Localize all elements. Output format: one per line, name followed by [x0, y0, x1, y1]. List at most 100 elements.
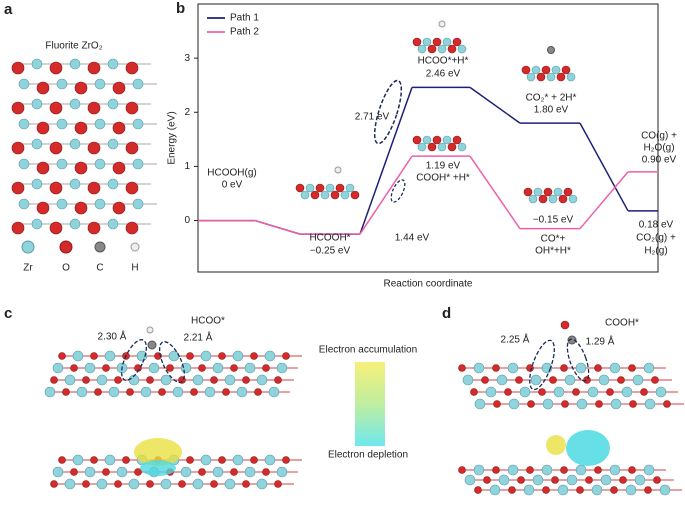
- atom: [94, 118, 106, 130]
- atom: [56, 198, 68, 210]
- atom: [634, 474, 646, 486]
- atom: [112, 161, 126, 175]
- atom: [498, 474, 510, 486]
- atom: [74, 161, 88, 175]
- atom: [190, 388, 198, 396]
- atom: [587, 386, 599, 398]
- crystal-structure: [11, 58, 157, 235]
- charge-density: [546, 435, 566, 455]
- atom: [427, 142, 437, 152]
- plot-frame: [197, 3, 659, 273]
- atom: [575, 362, 587, 374]
- atom: [276, 362, 288, 374]
- atom: [330, 190, 340, 200]
- atom: [11, 181, 25, 195]
- atom: [82, 480, 90, 488]
- atom: [609, 464, 621, 476]
- atom: [556, 72, 566, 82]
- value-label: 0.18 eV: [639, 220, 674, 231]
- atom: [69, 98, 81, 110]
- atom: [412, 37, 422, 47]
- atom: [504, 388, 512, 396]
- atom: [90, 456, 98, 464]
- atom: [583, 376, 591, 384]
- atom: [553, 187, 563, 197]
- atom: [94, 388, 102, 396]
- barrier-ellipse: [373, 79, 403, 145]
- connector: [579, 171, 629, 230]
- atom: [134, 468, 142, 476]
- atom: [549, 376, 557, 384]
- atom: [49, 221, 63, 235]
- atom: [640, 388, 648, 396]
- atom: [224, 478, 236, 490]
- atom: [244, 362, 256, 374]
- atom: [36, 161, 50, 175]
- atom: [547, 46, 555, 54]
- atom: [56, 78, 68, 90]
- charge-density: [140, 460, 176, 476]
- atom: [84, 466, 96, 478]
- atom: [90, 352, 98, 360]
- atom: [112, 201, 126, 215]
- atom: [50, 480, 58, 488]
- atom: [458, 364, 466, 372]
- atom: [538, 388, 546, 396]
- atom: [264, 350, 276, 362]
- atom: [49, 141, 63, 155]
- atom: [442, 37, 452, 47]
- atom: [432, 135, 442, 145]
- atom: [212, 362, 224, 374]
- atom: [558, 194, 568, 204]
- atom: [632, 374, 644, 386]
- atom: [598, 374, 610, 386]
- atom: [566, 474, 578, 486]
- atom: [186, 352, 194, 360]
- legend-label: Zr: [23, 263, 33, 274]
- atom: [568, 194, 578, 204]
- atom: [200, 454, 212, 466]
- atom: [485, 386, 497, 398]
- atom: [18, 78, 30, 90]
- atom: [320, 190, 330, 200]
- atom: [58, 352, 66, 360]
- atom: [11, 141, 25, 155]
- atom: [31, 178, 43, 190]
- atom: [417, 44, 427, 54]
- distance-ellipse: [158, 341, 186, 383]
- colorbar-label: Electron accumulation: [319, 345, 417, 356]
- atom: [102, 468, 110, 476]
- atom: [628, 364, 636, 372]
- legend-label: H: [131, 263, 138, 274]
- atom: [31, 218, 43, 230]
- atom: [31, 138, 43, 150]
- atom: [232, 454, 244, 466]
- panel-title: COOH*: [605, 318, 639, 329]
- atom: [230, 468, 238, 476]
- atom: [250, 456, 258, 464]
- atom: [69, 178, 81, 190]
- atom: [236, 386, 248, 398]
- atom-icon: [59, 240, 73, 254]
- atom: [70, 468, 78, 476]
- atom: [462, 374, 474, 386]
- atom-icon: [21, 240, 35, 254]
- atom: [663, 400, 671, 408]
- atom: [515, 376, 523, 384]
- atom: [148, 362, 160, 374]
- x-axis-label: Reaction coordinate: [384, 279, 473, 290]
- atom: [437, 44, 447, 54]
- atom: [210, 480, 218, 488]
- atom: [107, 58, 119, 70]
- atom: [619, 476, 627, 484]
- atom: [526, 466, 534, 474]
- atom: [282, 352, 290, 360]
- atom: [36, 121, 50, 135]
- atom: [244, 466, 256, 478]
- atom: [643, 464, 655, 476]
- atom: [178, 480, 186, 488]
- state-label: CO(g) +: [641, 131, 677, 142]
- atom: [473, 362, 485, 374]
- atom: [94, 198, 106, 210]
